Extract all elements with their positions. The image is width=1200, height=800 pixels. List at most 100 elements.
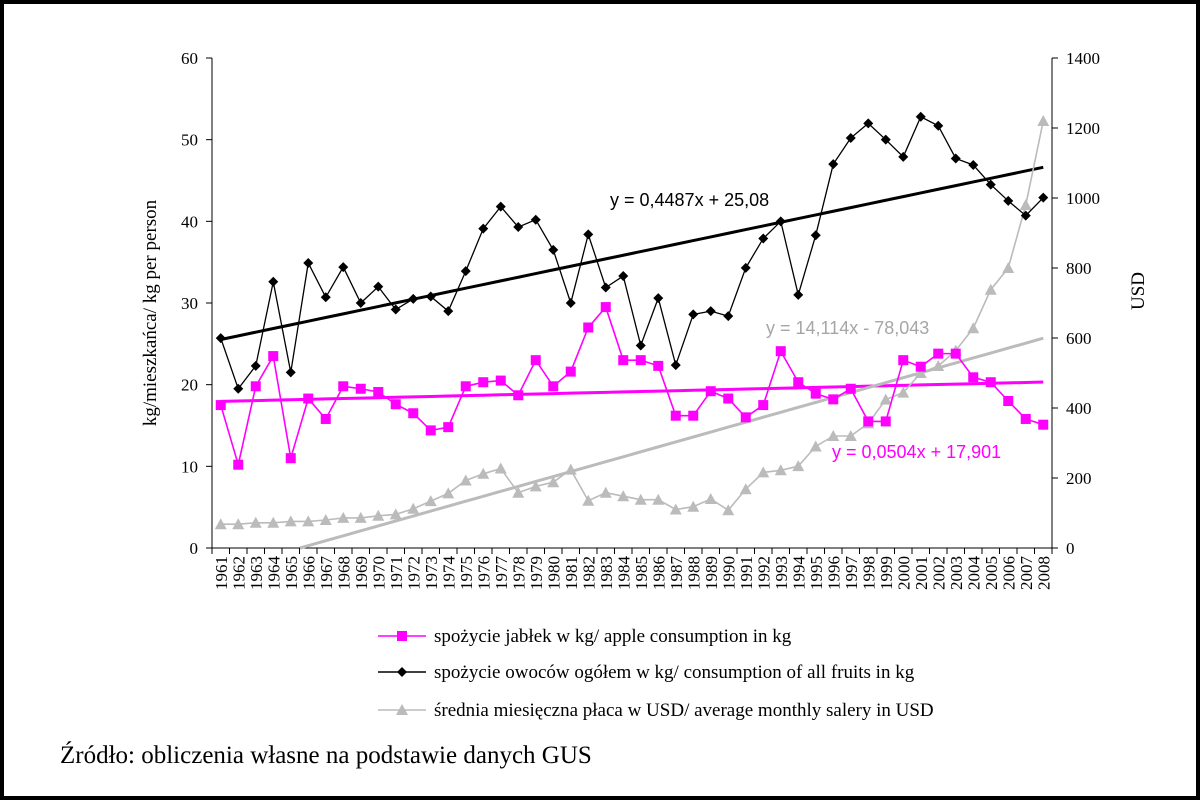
data-point-diamond xyxy=(513,222,524,233)
x-tick-label: 1973 xyxy=(422,556,441,590)
x-tick-label: 1979 xyxy=(527,556,546,590)
data-point-square xyxy=(968,372,979,383)
x-tick-label: 2003 xyxy=(947,556,966,590)
data-point-diamond xyxy=(793,289,804,300)
x-tick-label: 2008 xyxy=(1034,556,1053,590)
data-point-square xyxy=(320,413,331,424)
data-point-triangle xyxy=(774,464,787,476)
x-tick-label: 1963 xyxy=(247,556,266,590)
legend-label: spożycie owoców ogółem w kg/ consumption… xyxy=(434,662,915,683)
data-point-triangle xyxy=(354,511,367,523)
data-point-diamond xyxy=(1038,192,1049,203)
data-point-square xyxy=(950,348,961,359)
data-point-diamond xyxy=(425,291,436,302)
data-point-diamond xyxy=(828,159,839,170)
data-point-diamond xyxy=(338,262,349,273)
data-point-square xyxy=(373,387,384,398)
data-point-triangle xyxy=(424,495,437,507)
data-point-square xyxy=(338,381,349,392)
data-point-diamond xyxy=(845,133,856,144)
data-point-diamond xyxy=(1003,195,1014,206)
trendline-equation: y = 0,4487x + 25,08 xyxy=(610,190,769,210)
y-tick-label-left: 40 xyxy=(181,212,198,231)
data-point-diamond xyxy=(390,304,401,315)
data-point-triangle xyxy=(844,430,857,441)
data-point-triangle xyxy=(396,704,408,715)
data-point-triangle xyxy=(634,493,647,505)
x-tick-label: 1992 xyxy=(754,556,773,590)
y-tick-label-left: 20 xyxy=(181,376,198,395)
data-point-triangle xyxy=(739,483,752,495)
data-point-diamond xyxy=(478,223,489,234)
data-point-square xyxy=(583,322,594,333)
data-point-triangle xyxy=(494,462,507,474)
data-point-square xyxy=(268,351,279,362)
data-point-square xyxy=(635,355,646,366)
x-tick-label: 1971 xyxy=(387,556,406,590)
data-point-diamond xyxy=(880,134,891,145)
data-point-square xyxy=(397,631,407,641)
y-tick-label-right: 1200 xyxy=(1066,119,1100,138)
data-point-triangle xyxy=(249,516,262,528)
y-tick-label-right: 400 xyxy=(1066,399,1092,418)
data-point-diamond xyxy=(583,229,594,240)
data-point-diamond xyxy=(233,383,244,394)
data-point-triangle xyxy=(529,480,542,492)
y-tick-label-left: 0 xyxy=(190,539,199,558)
data-point-diamond xyxy=(495,201,506,212)
data-point-square xyxy=(705,386,716,397)
x-tick-label: 2004 xyxy=(964,556,983,591)
x-tick-label: 1989 xyxy=(702,556,721,590)
x-tick-label: 1962 xyxy=(229,556,248,590)
x-tick-label: 1974 xyxy=(439,556,458,591)
x-tick-label: 1994 xyxy=(789,556,808,591)
legend-label: średnia miesięczna płaca w USD/ average … xyxy=(434,700,934,721)
data-point-triangle xyxy=(1019,199,1032,210)
y-tick-label-right: 1400 xyxy=(1066,49,1100,68)
data-point-square xyxy=(425,425,436,436)
data-point-square xyxy=(1038,419,1049,430)
data-point-triangle xyxy=(267,516,280,528)
data-point-diamond xyxy=(530,214,541,225)
data-point-diamond xyxy=(548,244,559,255)
x-tick-label: 2006 xyxy=(999,556,1018,590)
data-point-diamond xyxy=(810,230,821,241)
trendline-equation: y = 14,114x - 78,043 xyxy=(766,318,929,338)
data-point-diamond xyxy=(968,159,979,170)
x-tick-label: 1982 xyxy=(579,556,598,590)
data-point-triangle xyxy=(897,386,910,398)
data-point-square xyxy=(530,355,541,366)
data-point-diamond xyxy=(915,111,926,122)
data-point-diamond xyxy=(285,367,296,378)
data-point-square xyxy=(880,416,891,427)
data-point-square xyxy=(215,400,226,411)
data-point-diamond xyxy=(670,360,681,371)
trendline xyxy=(220,380,1044,403)
chart-axes: 0102030405060020040060080010001200140019… xyxy=(181,49,1100,590)
x-tick-label: 1988 xyxy=(684,556,703,590)
y-tick-label-left: 10 xyxy=(181,457,198,476)
data-point-triangle xyxy=(389,508,402,520)
data-point-square xyxy=(863,416,874,427)
x-tick-label: 1981 xyxy=(562,556,581,590)
x-tick-label: 1965 xyxy=(282,556,301,590)
data-point-square xyxy=(758,400,769,411)
data-point-triangle xyxy=(564,463,577,475)
data-point-diamond xyxy=(635,340,646,351)
data-point-square xyxy=(565,366,576,377)
data-point-diamond xyxy=(355,298,366,308)
data-point-square xyxy=(723,393,734,404)
data-point-diamond xyxy=(397,667,407,677)
data-point-diamond xyxy=(898,151,909,162)
x-tick-label: 1995 xyxy=(807,556,826,590)
data-point-triangle xyxy=(879,393,892,405)
x-tick-label: 1985 xyxy=(632,556,651,590)
data-point-square xyxy=(985,377,996,388)
data-point-diamond xyxy=(250,360,261,371)
x-tick-label: 1987 xyxy=(667,556,686,591)
x-tick-label: 1997 xyxy=(842,556,861,591)
data-point-square xyxy=(1020,413,1031,424)
series-diamond xyxy=(215,111,1049,394)
data-point-square xyxy=(600,302,611,313)
